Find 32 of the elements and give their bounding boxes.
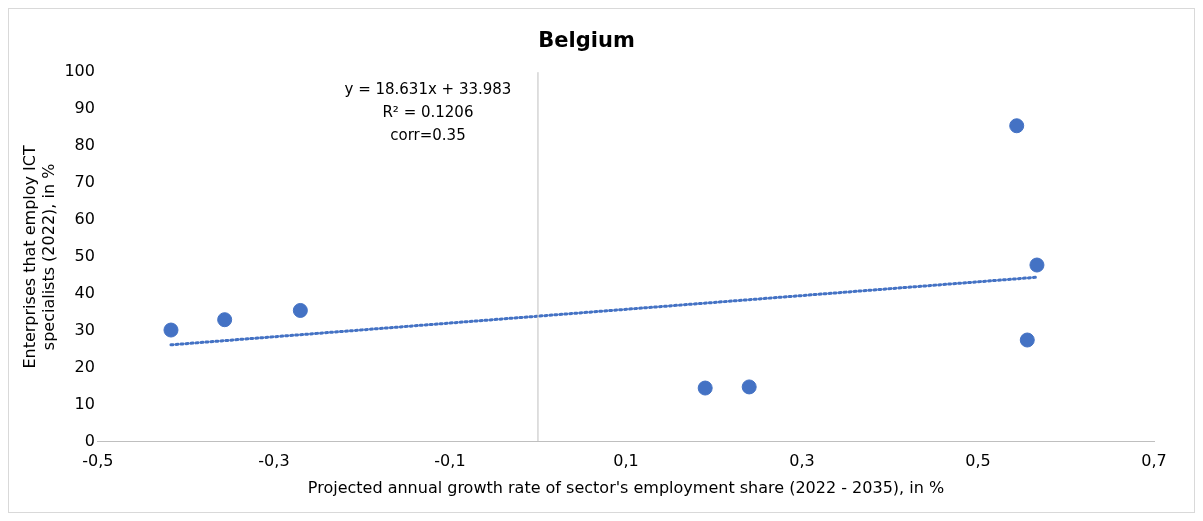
- point: [163, 322, 179, 338]
- point: [292, 302, 308, 318]
- x-tick-label: 0,5: [965, 451, 991, 471]
- x-tick-label: -0,3: [258, 451, 290, 471]
- annotation: y = 18.631x + 33.983: [344, 80, 512, 99]
- y-tick-label: 80: [74, 135, 95, 155]
- point: [1009, 118, 1025, 134]
- point: [217, 312, 233, 328]
- y-tick-label: 30: [74, 319, 95, 339]
- y-tick-label: 70: [74, 172, 95, 192]
- x-tick-label: 0,1: [613, 451, 639, 471]
- point: [741, 379, 757, 395]
- point: [1029, 257, 1045, 273]
- chart-title: Belgium: [538, 28, 635, 53]
- x-tick-label: -0,1: [434, 451, 466, 471]
- y-tick-label: 100: [64, 61, 95, 81]
- y-tick-label: 40: [74, 283, 95, 302]
- annotation: corr=0.35: [390, 126, 466, 145]
- y-tick-label: 90: [74, 98, 95, 118]
- point: [697, 380, 713, 396]
- x-tick-label: 0,7: [1141, 451, 1167, 471]
- x-tick-label: 0,3: [789, 451, 815, 471]
- x-axis-title: Projected annual growth rate of sector's employment share (2022 - 2035), in %: [307, 477, 945, 497]
- y-tick-label: 20: [74, 356, 95, 376]
- y-tick-label: 0: [84, 430, 95, 450]
- x-tick-label: -0,5: [82, 451, 114, 471]
- y-tick-label: 10: [74, 393, 95, 413]
- y-axis-title: Enterprises that employ ICT specialists (2022), in %: [19, 145, 58, 369]
- annotation: R² = 0.1206: [382, 103, 474, 122]
- y-tick-label: 50: [74, 246, 95, 266]
- point: [1019, 332, 1035, 348]
- y-tick-label: 60: [74, 209, 95, 229]
